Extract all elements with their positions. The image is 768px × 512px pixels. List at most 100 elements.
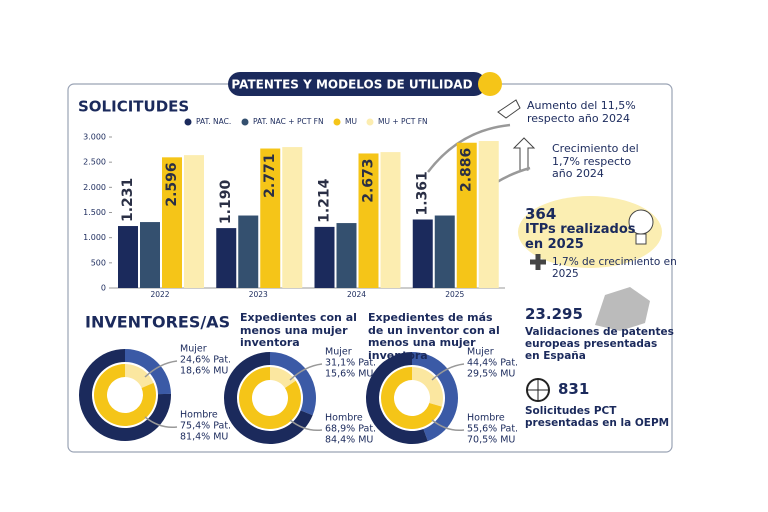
bar xyxy=(456,142,477,288)
donut-segment xyxy=(412,352,458,442)
value-label: 84,4% MU xyxy=(325,435,373,446)
category-label: Mujer xyxy=(467,347,494,358)
legend-label: MU + PCT FN xyxy=(378,117,428,126)
pointer xyxy=(431,363,465,381)
header-dot xyxy=(478,72,502,96)
annotation: Crecimiento del 1,7% respecto año 2024 xyxy=(552,142,639,181)
x-tick-label: 2024 xyxy=(347,290,366,299)
legend-label: MU xyxy=(345,117,357,126)
value-label: 1.361 xyxy=(415,171,431,215)
donut-segment xyxy=(412,367,444,407)
category-label: Hombre xyxy=(180,410,218,421)
bar xyxy=(478,141,499,288)
map-icon xyxy=(595,287,650,331)
pointer xyxy=(144,360,178,378)
value-label: 15,6% MU xyxy=(325,369,373,380)
bar xyxy=(140,222,160,288)
y-tick-label: 2.000 xyxy=(83,183,106,192)
category-label: Mujer xyxy=(180,344,207,355)
arrow-icon xyxy=(512,137,536,171)
y-tick-label: 0 xyxy=(101,284,106,293)
legend-label: PAT. NAC + PCT FN xyxy=(253,117,324,126)
stat-value: 364 xyxy=(525,205,557,223)
pointer xyxy=(144,416,178,429)
y-tick-label: 3.000 xyxy=(83,133,106,142)
plus-icon xyxy=(530,254,546,270)
value-label: 68,9% Pat. xyxy=(325,424,376,435)
value-label: 81,4% MU xyxy=(180,432,228,443)
donut-segment xyxy=(270,352,316,416)
donut-segment xyxy=(381,367,442,429)
stat-label: ITPs realizados en 2025 xyxy=(525,222,636,252)
chart-title: Expedientes de más de un inventor con al… xyxy=(368,311,500,362)
chart-title: INVENTORES/AS xyxy=(85,313,230,332)
value-label: 2.771 xyxy=(262,154,278,198)
chart-title: SOLICITUDES xyxy=(78,98,189,116)
value-label: 44,4% Pat. xyxy=(467,358,518,369)
bar xyxy=(336,223,357,288)
bulb-icon xyxy=(635,233,647,245)
donut-segment xyxy=(125,349,171,395)
donut-segment xyxy=(238,367,301,429)
donut-segment xyxy=(125,364,154,388)
bar xyxy=(216,228,237,288)
bar xyxy=(260,148,281,288)
donut-segment xyxy=(93,364,156,426)
legend-swatch xyxy=(241,118,249,126)
bar xyxy=(184,155,204,288)
pointer xyxy=(427,123,511,173)
legend-swatch xyxy=(184,118,192,126)
stat-label: Validaciones de patentes europeas presen… xyxy=(525,326,674,363)
donut-segment xyxy=(366,352,428,444)
bar xyxy=(118,226,138,288)
globe-icon xyxy=(527,379,549,401)
donut-segment xyxy=(224,352,313,444)
legend-label: PAT. NAC. xyxy=(196,117,231,126)
bar xyxy=(358,153,379,288)
value-label: 31,1% Pat. xyxy=(325,358,376,369)
pointer xyxy=(289,363,323,381)
highlight xyxy=(518,196,662,268)
bar xyxy=(434,215,455,288)
value-label: 1.214 xyxy=(317,178,333,223)
stat-value: 23.295 xyxy=(525,305,583,323)
annotation: Aumento del 11,5% respecto año 2024 xyxy=(527,99,636,125)
y-tick-label: 2.500 xyxy=(83,158,106,167)
pointer xyxy=(431,419,465,432)
value-label: 29,5% MU xyxy=(467,369,515,380)
stat-value: 831 xyxy=(558,380,590,398)
pointer xyxy=(289,419,323,432)
value-label: 24,6% Pat. xyxy=(180,355,231,366)
value-label: 2.596 xyxy=(164,162,180,206)
bar xyxy=(162,157,182,288)
y-tick-label: 1.000 xyxy=(83,233,106,242)
value-label: 70,5% MU xyxy=(467,435,515,446)
header-title: PATENTES Y MODELOS DE UTILIDAD xyxy=(231,78,472,92)
value-label: 18,6% MU xyxy=(180,366,228,377)
stat-label: Solicitudes PCT presentadas en la OEPM xyxy=(525,405,670,430)
bar xyxy=(314,226,335,288)
bar xyxy=(282,147,303,288)
x-tick-label: 2022 xyxy=(150,290,169,299)
value-label: 2.673 xyxy=(361,158,377,202)
category-label: Hombre xyxy=(467,413,505,424)
donut-segment xyxy=(270,367,296,388)
category-label: Mujer xyxy=(325,347,352,358)
value-label: 2.886 xyxy=(459,148,475,192)
chart-title: Expedientes con al menos una mujer inven… xyxy=(240,311,357,350)
y-tick-label: 1.500 xyxy=(83,208,106,217)
x-tick-label: 2023 xyxy=(249,290,268,299)
value-label: 1.190 xyxy=(218,180,234,225)
value-label: 55,6% Pat. xyxy=(467,424,518,435)
x-tick-label: 2025 xyxy=(445,290,464,299)
y-tick-label: 500 xyxy=(91,258,106,267)
legend-swatch xyxy=(366,118,374,126)
category-label: Hombre xyxy=(325,413,363,424)
arrow-icon xyxy=(497,99,521,119)
legend-swatch xyxy=(333,118,341,126)
value-label: 75,4% Pat. xyxy=(180,421,231,432)
header-pill xyxy=(228,72,486,96)
bar xyxy=(380,152,401,288)
